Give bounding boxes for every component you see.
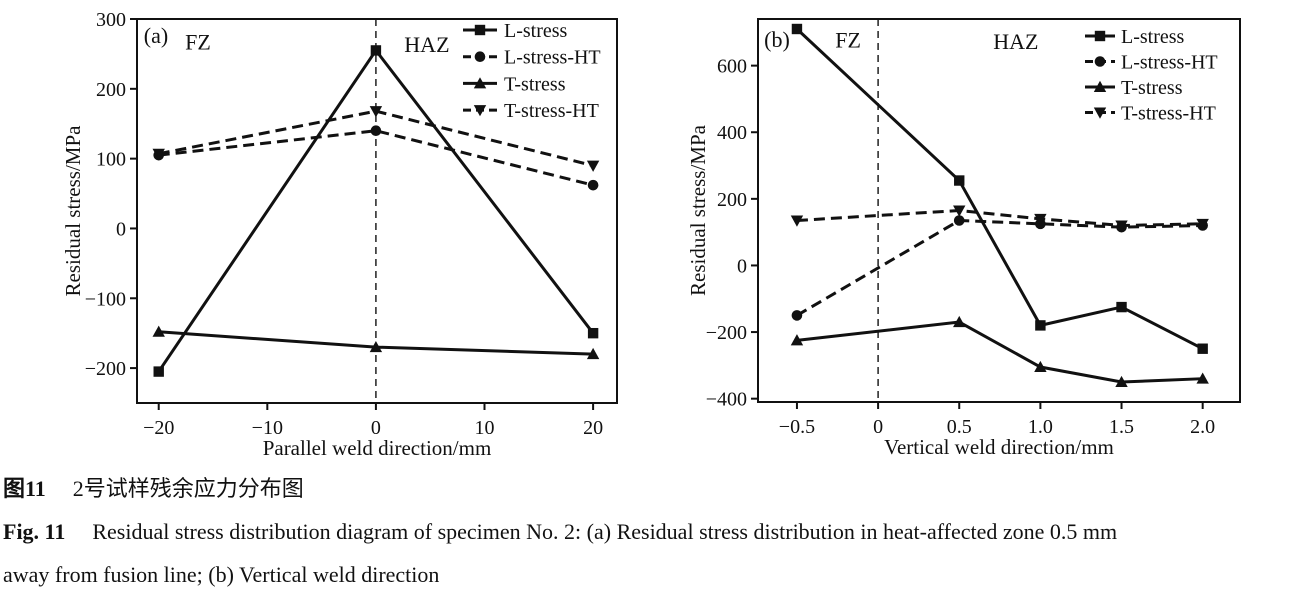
caption-zh-label: 图11 xyxy=(3,476,46,501)
zone-label-fz: FZ xyxy=(185,29,211,54)
legend-label: T-stress-HT xyxy=(1121,103,1216,125)
caption-chinese: 图11 2号试样残余应力分布图 xyxy=(3,467,1295,510)
series-t-stress-ht xyxy=(790,205,1209,232)
x-axis: −0.5 0 0.5 1.0 1.5 2.0 Vertical weld direction… xyxy=(779,402,1215,455)
y-tick-label: −100 xyxy=(85,288,126,310)
y-tick-label: 0 xyxy=(737,255,747,277)
x-tick-label: 1.5 xyxy=(1109,416,1134,438)
y-axis-title: Residual stress/MPa xyxy=(686,124,710,296)
series-t-stress-ht xyxy=(152,106,600,172)
panel-label: (b) xyxy=(764,27,790,52)
series-l-stress xyxy=(791,23,1208,354)
legend-label: L-stress xyxy=(504,20,568,42)
x-tick-label: 1.0 xyxy=(1028,416,1053,438)
figure-caption: 图11 2号试样残余应力分布图 Fig. 11 Residual stress di… xyxy=(0,455,1295,596)
series-t-stress xyxy=(152,325,600,360)
y-tick-label: 300 xyxy=(96,9,126,31)
y-tick-label: −400 xyxy=(706,389,747,411)
caption-en-line1: Residual stress distribution diagram of … xyxy=(92,519,1118,544)
x-tick-label: 10 xyxy=(475,417,495,439)
caption-zh-text: 2号试样残余应力分布图 xyxy=(72,476,304,501)
x-tick-label: −10 xyxy=(252,417,283,439)
y-tick-label: 400 xyxy=(717,122,747,144)
y-tick-label: 0 xyxy=(116,218,126,240)
legend-label: T-stress xyxy=(1121,77,1183,99)
legend-label: T-stress-HT xyxy=(504,100,599,122)
x-tick-label: 2.0 xyxy=(1190,416,1215,438)
plot-frame xyxy=(757,18,1241,403)
caption-en-line2: away from fusion line; (b) Vertical weld… xyxy=(3,562,440,587)
x-tick-label: 20 xyxy=(583,417,603,439)
series-l-stress-ht xyxy=(791,215,1208,321)
x-tick-label: 0 xyxy=(371,417,381,439)
y-tick-label: −200 xyxy=(706,322,747,344)
caption-english: Fig. 11 Residual stress distribution diag… xyxy=(3,510,1295,596)
y-axis: 300 200 100 0 −100 −200 Residual stress/MPa xyxy=(61,9,137,380)
legend-label: L-stress-HT xyxy=(1121,52,1218,74)
plot-frame xyxy=(136,18,618,404)
legend-label: L-stress xyxy=(1121,26,1185,48)
series-l-stress xyxy=(153,45,599,377)
y-axis-title: Residual stress/MPa xyxy=(61,125,85,297)
zone-label-haz: HAZ xyxy=(404,32,449,57)
figure-panels: −20 −10 0 10 20 Parallel weld direction/mm 300… xyxy=(61,9,1241,455)
y-tick-label: 600 xyxy=(717,56,747,78)
x-tick-label: −20 xyxy=(143,417,174,439)
legend-label: L-stress-HT xyxy=(504,47,601,69)
x-axis-title: Parallel weld direction/mm xyxy=(263,436,492,455)
legend: L-stress L-stress-HT T-stress T-stress-HT xyxy=(1085,26,1218,125)
zone-label-haz: HAZ xyxy=(993,29,1038,54)
y-tick-label: 100 xyxy=(96,149,126,171)
y-tick-label: 200 xyxy=(717,189,747,211)
x-tick-label: −0.5 xyxy=(779,416,815,438)
panel-label: (a) xyxy=(144,23,168,48)
x-axis-title: Vertical weld direction/mm xyxy=(884,435,1114,455)
y-axis: 600 400 200 0 −200 −400 Residual stress/MPa xyxy=(686,56,758,411)
y-tick-label: −200 xyxy=(85,358,126,380)
legend-label: T-stress xyxy=(504,73,566,95)
y-tick-label: 200 xyxy=(96,79,126,101)
legend: L-stress L-stress-HT T-stress T-stress-HT xyxy=(463,20,601,122)
x-axis: −20 −10 0 10 20 Parallel weld direction/mm xyxy=(143,403,603,455)
chart-b: −0.5 0 0.5 1.0 1.5 2.0 Vertical weld direction… xyxy=(686,18,1241,455)
series-t-stress xyxy=(790,315,1209,388)
caption-en-label: Fig. 11 xyxy=(3,519,66,544)
x-tick-label: 0 xyxy=(873,416,883,438)
zone-label-fz: FZ xyxy=(835,27,861,52)
x-tick-label: 0.5 xyxy=(947,416,972,438)
